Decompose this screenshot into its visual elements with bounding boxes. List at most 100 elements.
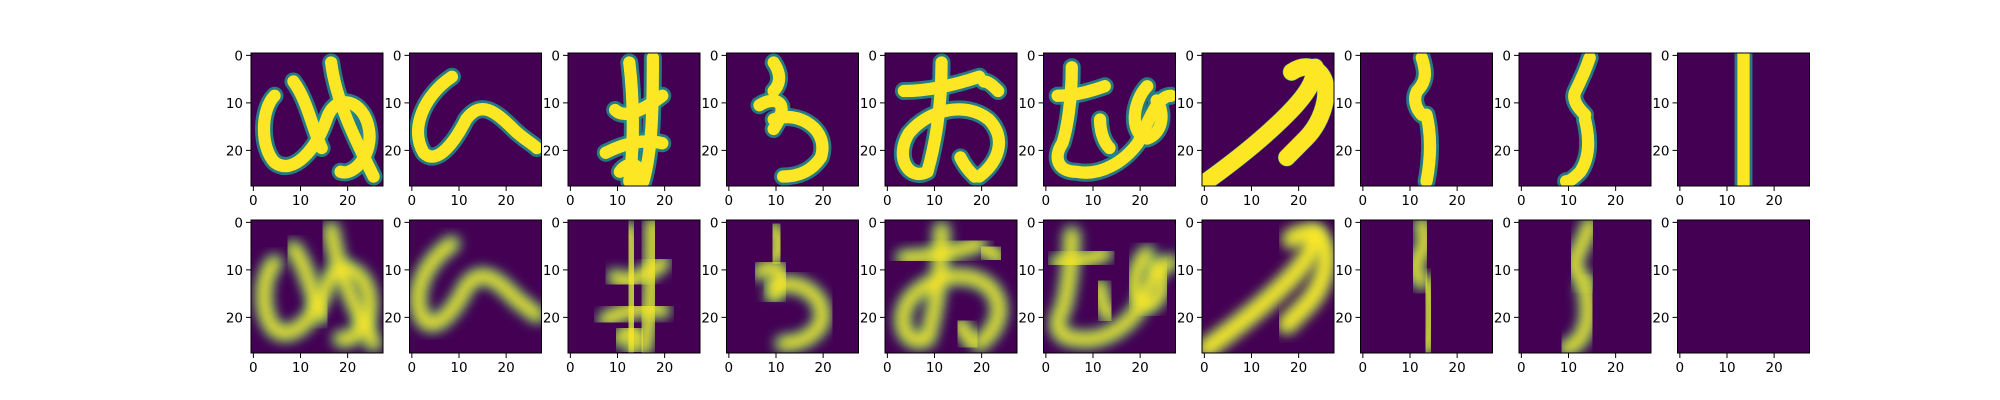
panel-frame bbox=[1043, 219, 1176, 354]
x-tick-label: 0 bbox=[1042, 193, 1051, 209]
x-tick-label: 0 bbox=[1676, 193, 1685, 209]
y-tick-label: 0 bbox=[1502, 48, 1511, 64]
x-tick-label: 0 bbox=[566, 360, 575, 376]
x-tick-label: 10 bbox=[609, 360, 626, 376]
y-tick-label: 0 bbox=[234, 215, 243, 231]
panel-frame bbox=[1201, 52, 1335, 187]
x-tick-label: 10 bbox=[926, 193, 943, 209]
x-tick-label: 0 bbox=[1517, 193, 1526, 209]
y-tick-label: 0 bbox=[868, 48, 877, 64]
y-tick-label: 20 bbox=[226, 143, 243, 159]
y-tick-label: 10 bbox=[860, 263, 877, 279]
panel-r1-c2: 0 10 20 0 10 20 bbox=[384, 48, 542, 209]
y-tick-label: 0 bbox=[1502, 215, 1511, 231]
x-tick-label: 10 bbox=[1560, 193, 1577, 209]
panel-frame bbox=[250, 52, 384, 187]
y-tick-label: 0 bbox=[1344, 215, 1353, 231]
x-tick-label: 20 bbox=[1607, 360, 1624, 376]
x-tick-label: 0 bbox=[883, 193, 892, 209]
x-tick-label: 0 bbox=[249, 360, 258, 376]
x-tick-label: 0 bbox=[725, 360, 734, 376]
panel-r1-c5: 0 10 20 0 10 20 bbox=[860, 48, 1018, 209]
y-tick-label: 0 bbox=[1661, 215, 1670, 231]
x-tick-label: 0 bbox=[566, 193, 575, 209]
panel-frame bbox=[409, 219, 542, 354]
panel-frame bbox=[1201, 219, 1335, 354]
y-tick-label: 20 bbox=[1494, 143, 1511, 159]
y-tick-label: 10 bbox=[1177, 96, 1194, 112]
panel-frame bbox=[567, 52, 701, 187]
y-tick-label: 20 bbox=[1652, 143, 1669, 159]
panel-r2-c8: 0 10 20 0 10 20 bbox=[1335, 215, 1493, 376]
y-tick-label: 20 bbox=[860, 310, 877, 326]
panel-r2-c6: 0 10 20 0 10 20 bbox=[1018, 215, 1176, 376]
y-tick-label: 10 bbox=[701, 96, 718, 112]
y-tick-label: 0 bbox=[868, 215, 877, 231]
panel-frame bbox=[884, 52, 1018, 187]
panel-r1-c1: 0 10 20 0 10 20 bbox=[226, 48, 384, 209]
x-tick-label: 20 bbox=[1449, 360, 1466, 376]
y-tick-label: 0 bbox=[393, 215, 402, 231]
x-tick-label: 0 bbox=[1200, 193, 1209, 209]
x-tick-label: 20 bbox=[1132, 193, 1149, 209]
y-tick-label: 20 bbox=[1652, 310, 1669, 326]
x-tick-label: 10 bbox=[1401, 193, 1418, 209]
panel-frame bbox=[884, 219, 1018, 354]
x-tick-label: 10 bbox=[292, 360, 309, 376]
panel-frame bbox=[1518, 219, 1652, 354]
x-tick-label: 0 bbox=[1042, 360, 1051, 376]
x-tick-label: 0 bbox=[883, 360, 892, 376]
panel-frame bbox=[1360, 52, 1493, 187]
y-tick-label: 20 bbox=[543, 310, 560, 326]
y-tick-label: 20 bbox=[1494, 310, 1511, 326]
x-tick-label: 20 bbox=[973, 193, 990, 209]
y-tick-label: 10 bbox=[1018, 263, 1035, 279]
panel-r2-c4: 0 10 20 0 10 20 bbox=[701, 215, 859, 376]
y-tick-label: 10 bbox=[384, 263, 401, 279]
x-tick-label: 20 bbox=[1132, 360, 1149, 376]
y-tick-label: 20 bbox=[226, 310, 243, 326]
x-tick-label: 20 bbox=[656, 360, 673, 376]
x-tick-label: 10 bbox=[1401, 360, 1418, 376]
panel-r1-c7: 0 10 20 0 10 20 bbox=[1177, 48, 1335, 209]
panel-r2-c9: 0 10 20 0 10 20 bbox=[1494, 215, 1652, 376]
panel-r2-c2: 0 10 20 0 10 20 bbox=[384, 215, 542, 376]
y-tick-label: 0 bbox=[710, 48, 719, 64]
panel-frame bbox=[726, 52, 859, 187]
y-tick-label: 20 bbox=[860, 143, 877, 159]
panel-r2-c5: 0 10 20 0 10 20 bbox=[860, 215, 1018, 376]
y-tick-label: 20 bbox=[1177, 310, 1194, 326]
y-tick-label: 10 bbox=[1177, 263, 1194, 279]
panel-frame bbox=[567, 219, 701, 354]
y-tick-label: 20 bbox=[543, 143, 560, 159]
y-tick-label: 0 bbox=[710, 215, 719, 231]
x-tick-label: 20 bbox=[1607, 193, 1624, 209]
x-tick-label: 20 bbox=[339, 360, 356, 376]
x-tick-label: 10 bbox=[767, 360, 784, 376]
y-tick-label: 0 bbox=[551, 215, 560, 231]
x-tick-label: 10 bbox=[1084, 193, 1101, 209]
x-tick-label: 20 bbox=[1766, 360, 1783, 376]
panel-frame bbox=[1677, 52, 1810, 187]
y-tick-label: 10 bbox=[543, 263, 560, 279]
y-tick-label: 10 bbox=[1335, 263, 1352, 279]
y-tick-label: 10 bbox=[860, 96, 877, 112]
x-tick-label: 10 bbox=[292, 193, 309, 209]
panel-frame bbox=[1677, 219, 1810, 354]
x-tick-label: 10 bbox=[1243, 360, 1260, 376]
y-tick-label: 20 bbox=[384, 310, 401, 326]
x-tick-label: 20 bbox=[815, 193, 832, 209]
x-tick-label: 10 bbox=[926, 360, 943, 376]
x-tick-label: 0 bbox=[408, 193, 417, 209]
x-tick-label: 10 bbox=[1243, 193, 1260, 209]
panel-r1-c6: 0 10 20 0 10 20 bbox=[1018, 48, 1176, 209]
x-tick-label: 0 bbox=[1200, 360, 1209, 376]
y-tick-label: 20 bbox=[1335, 143, 1352, 159]
panel-frame bbox=[250, 219, 384, 354]
x-tick-label: 0 bbox=[1676, 360, 1685, 376]
x-tick-label: 10 bbox=[609, 193, 626, 209]
panel-r1-c9: 0 10 20 0 10 20 bbox=[1494, 48, 1652, 209]
y-tick-label: 0 bbox=[1185, 48, 1194, 64]
y-tick-label: 20 bbox=[1018, 143, 1035, 159]
y-tick-label: 0 bbox=[1344, 48, 1353, 64]
